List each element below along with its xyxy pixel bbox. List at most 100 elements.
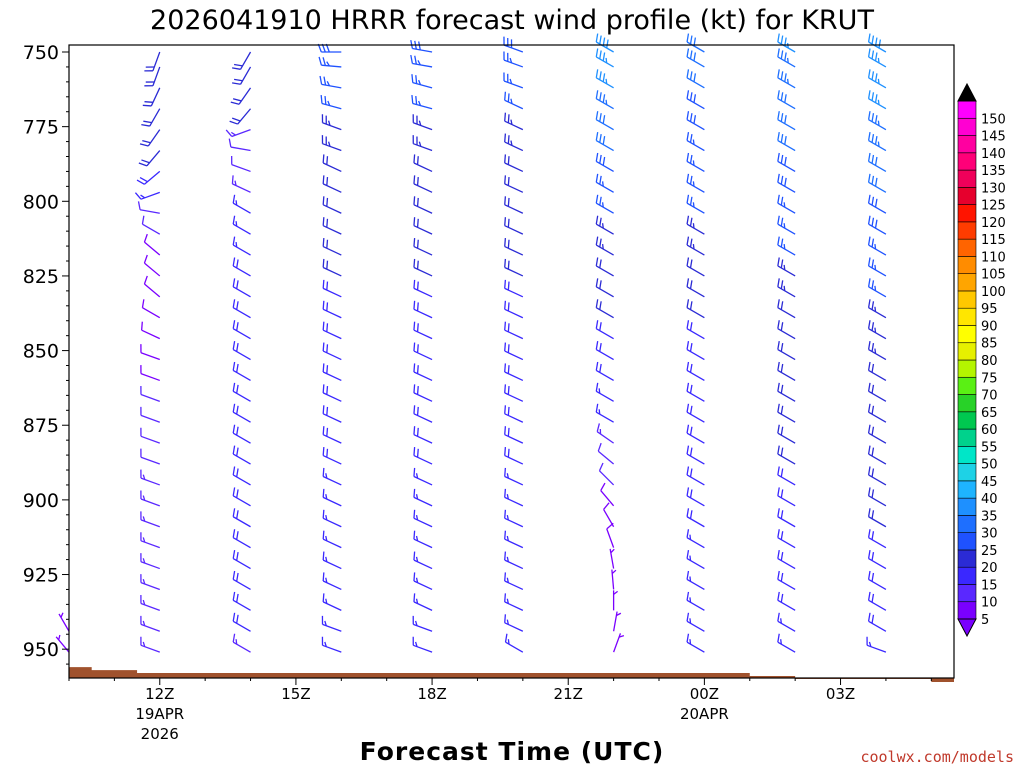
wind-barb [504, 467, 524, 486]
barb-feather [134, 192, 142, 200]
barb-feather [602, 135, 606, 145]
wind-barb [231, 175, 251, 193]
wind-barb [777, 612, 796, 632]
barb-feather [415, 535, 419, 542]
wind-barb [413, 217, 433, 235]
barb-feather [415, 598, 419, 604]
wind-barb [595, 361, 614, 382]
wind-barb [322, 405, 342, 423]
barb-feather [605, 78, 608, 84]
barb-feather [137, 201, 141, 210]
barb-feather [867, 194, 871, 204]
wind-barb [686, 591, 705, 611]
barb-feather [780, 363, 784, 373]
barb-staff [144, 241, 161, 256]
wind-barb [777, 382, 796, 402]
wind-barb [867, 466, 887, 486]
barb-feather [506, 577, 509, 583]
barb-feather [504, 384, 507, 393]
wind-barb [504, 530, 524, 549]
barb-feather [141, 299, 145, 308]
wind-barb [611, 569, 617, 590]
barb-feather [413, 488, 416, 498]
barb-feather [599, 301, 602, 310]
barb-feather [595, 152, 599, 162]
barb-feather [599, 35, 602, 45]
wind-barb [140, 553, 160, 570]
barb-feather [413, 384, 416, 393]
barb-feather [595, 194, 599, 204]
barb-feather [874, 285, 877, 291]
wind-barb [867, 299, 887, 319]
barb-feather [507, 406, 510, 416]
barb-feather [232, 82, 241, 85]
barb-feather [599, 133, 602, 143]
barb-feather [507, 386, 510, 395]
colorbar-swatch [957, 394, 977, 413]
barb-feather [867, 508, 871, 517]
barb-feather [874, 243, 877, 250]
barb-feather [606, 39, 609, 49]
barb-feather [322, 217, 325, 226]
wind-barb [595, 152, 614, 172]
barb-feather [784, 73, 787, 82]
barb-feather [143, 254, 148, 264]
barb-feather [504, 530, 507, 540]
barb-feather [693, 94, 697, 103]
wind-barb [232, 236, 251, 256]
wind-barb [597, 442, 615, 465]
barb-feather [595, 257, 599, 267]
wind-barb [686, 424, 705, 444]
colorbar-label: 5 [981, 613, 989, 628]
barb-feather [416, 448, 419, 458]
y-tick-label: 775 [23, 117, 59, 139]
colorbar-label: 115 [981, 233, 1006, 248]
wind-barb [413, 593, 433, 611]
barb-feather [326, 427, 329, 437]
barb-feather [416, 427, 419, 437]
wind-barb [867, 173, 887, 193]
barb-feather [504, 488, 507, 498]
wind-barb [686, 69, 705, 89]
barb-feather [777, 215, 780, 225]
barb-feather [232, 215, 236, 225]
wind-barb [322, 488, 342, 507]
barb-feather [417, 60, 421, 66]
wind-barb [777, 236, 796, 256]
barb-feather [595, 215, 599, 225]
barb-feather [595, 111, 599, 120]
barb-feather [413, 342, 416, 352]
barb-feather [686, 131, 690, 141]
barb-feather [415, 556, 419, 562]
wind-barb [144, 51, 161, 72]
barb-feather [232, 550, 236, 559]
barb-feather [780, 301, 784, 310]
barb-feather [874, 135, 878, 145]
barb-feather [504, 91, 507, 101]
barb-feather [874, 306, 877, 312]
wind-barb [686, 403, 705, 423]
barb-feather [326, 302, 329, 312]
wind-barb [232, 278, 251, 298]
wind-barb [504, 509, 524, 528]
barb-feather [877, 57, 880, 64]
barb-feather [326, 80, 331, 87]
barb-feather [871, 196, 875, 206]
barb-feather [230, 131, 236, 136]
y-axis: 750 775 800 825 850 875 900 925 950 [23, 42, 69, 665]
colorbar-swatch [957, 290, 977, 309]
barb-feather [777, 591, 780, 601]
barb-feather [232, 529, 236, 538]
barb-feather [780, 50, 784, 60]
barb-feather [686, 215, 690, 225]
barb-feather [867, 570, 871, 580]
barb-feather [506, 514, 509, 521]
wind-barb [140, 615, 160, 632]
barb-feather [232, 236, 236, 246]
colorbar-label: 130 [981, 181, 1006, 196]
barb-staff [142, 223, 161, 235]
barb-feather [686, 278, 690, 287]
barb-feather [231, 117, 241, 122]
barb-staff [142, 307, 161, 319]
barb-feather [780, 280, 784, 289]
